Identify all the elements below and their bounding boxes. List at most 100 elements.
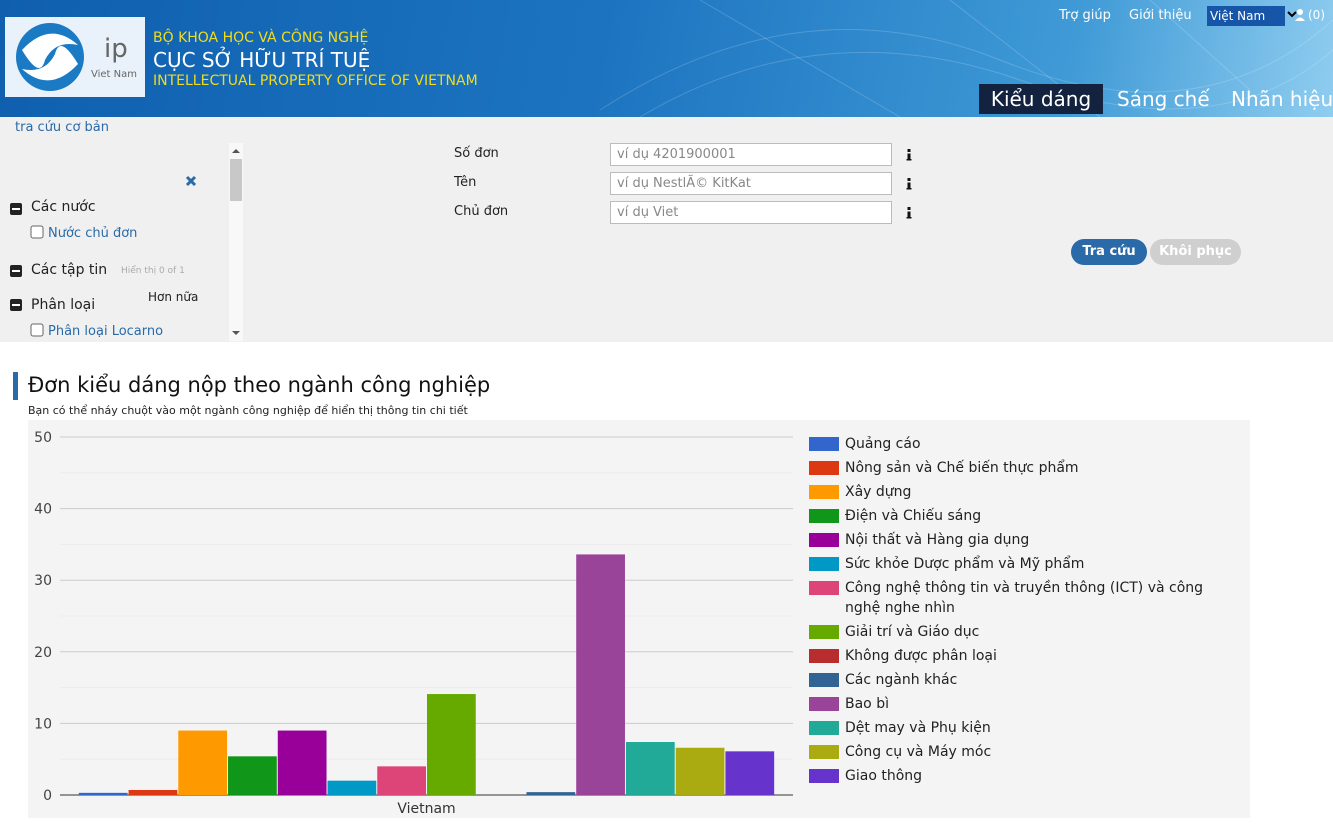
bar (327, 780, 377, 795)
legend-item[interactable]: Xây dựng (809, 482, 1239, 502)
legend-swatch (809, 721, 839, 735)
legend-label: Giải trí và Giáo dục (845, 624, 980, 640)
legend-swatch (809, 625, 839, 639)
legend-label: Các ngành khác (845, 672, 958, 688)
legend-label: Công cụ và Máy móc (845, 744, 992, 760)
logo-text: ip (104, 34, 128, 64)
y-tick-label: 0 (43, 788, 52, 804)
legend-swatch (809, 697, 839, 711)
y-tick-label: 20 (34, 645, 52, 661)
legend-item[interactable]: Không được phân loại (809, 646, 1239, 666)
legend-item[interactable]: Giao thông (809, 766, 1239, 786)
sidebar-icons (10, 143, 243, 341)
bar (377, 766, 426, 795)
legend-item[interactable]: Nội thất và Hàng gia dụng (809, 530, 1239, 550)
legend-label: Giao thông (845, 768, 923, 784)
legend-swatch (809, 461, 839, 475)
field-label: Số đơn (454, 146, 499, 161)
info-icon (906, 207, 912, 219)
search-button[interactable]: Tra cứu (1071, 239, 1147, 265)
y-tick-label: 40 (34, 502, 52, 518)
legend-label: Công nghệ thông tin và truyền thông (ICT… (845, 580, 1204, 616)
ministry: BỘ KHOA HỌC VÀ CÔNG NGHỆ (153, 30, 369, 46)
field-label: Chủ đơn (454, 204, 509, 219)
legend-label: Bao bì (845, 696, 889, 712)
cart[interactable]: (0) (1308, 8, 1325, 22)
bar (725, 751, 775, 795)
legend-swatch (809, 581, 839, 595)
legend-swatch (809, 485, 839, 499)
legend-swatch (809, 769, 839, 783)
legend-swatch (809, 437, 839, 451)
legend-item[interactable]: Nông sản và Chế biến thực phẩm (809, 458, 1239, 478)
legend-swatch (809, 745, 839, 759)
nav-link[interactable]: Giới thiệu (1129, 8, 1192, 23)
text-input[interactable]: ví dụ Viet (610, 201, 892, 224)
y-tick-label: 30 (34, 573, 52, 589)
field-label: Tên (454, 175, 477, 190)
bar (128, 789, 178, 795)
office-en: INTELLECTUAL PROPERTY OFFICE OF VIETNAM (153, 73, 478, 89)
legend-label: Nội thất và Hàng gia dụng (845, 532, 1030, 548)
info-icon (906, 178, 912, 190)
legend-label: Không được phân loại (845, 648, 997, 664)
tab[interactable]: Nhãn hiệu (1231, 87, 1333, 111)
text-input[interactable]: ví dụ NestlÃ© KitKat (610, 172, 892, 195)
breadcrumb[interactable]: tra cứu cơ bản (15, 120, 109, 135)
legend-item[interactable]: Các ngành khác (809, 670, 1239, 690)
bar (78, 792, 128, 795)
chart-subtitle: Bạn có thể nháy chuột vào một ngành công… (28, 404, 468, 417)
more-link[interactable]: Hơn nữa (148, 290, 199, 304)
legend-swatch (809, 509, 839, 523)
filter-option[interactable]: Nước chủ đơn (48, 226, 138, 241)
title-accent (13, 372, 18, 400)
tab-active[interactable]: Kiểu dáng (979, 84, 1103, 114)
nav-link[interactable]: Trợ giúp (1059, 8, 1111, 23)
filter-title[interactable]: Phân loại (31, 297, 96, 313)
header: ip Viet Nam BỘ KHOA HỌC VÀ CÔNG NGHỆ CỤC… (0, 0, 1333, 117)
legend-swatch (809, 557, 839, 571)
language-select[interactable]: Việt Nam (1207, 6, 1285, 26)
legend-label: Quảng cáo (845, 436, 921, 452)
x-tick-label: Vietnam (397, 801, 455, 817)
legend-swatch (809, 533, 839, 547)
legend-item[interactable]: Giải trí và Giáo dục (809, 622, 1239, 642)
legend-item[interactable]: Dệt may và Phụ kiện (809, 718, 1239, 738)
legend-swatch (809, 673, 839, 687)
tab[interactable]: Sáng chế (1117, 87, 1210, 111)
filter-title[interactable]: Các nước (31, 199, 96, 215)
legend-item[interactable]: Công nghệ thông tin và truyền thông (ICT… (809, 578, 1239, 618)
legend-item[interactable]: Sức khỏe Dược phẩm và Mỹ phẩm (809, 554, 1239, 574)
chart-title: Đơn kiểu dáng nộp theo ngành công nghiệp (28, 373, 491, 397)
bar (576, 554, 625, 795)
legend-label: Sức khỏe Dược phẩm và Mỹ phẩm (845, 556, 1085, 572)
legend-item[interactable]: Bao bì (809, 694, 1239, 714)
y-tick-label: 10 (34, 716, 52, 732)
y-tick-label: 50 (34, 430, 52, 446)
bar (277, 730, 327, 795)
filter-title[interactable]: Các tập tin (31, 262, 108, 278)
header-decoration (5, 0, 1333, 117)
legend-swatch (809, 649, 839, 663)
bar (228, 756, 277, 795)
office: CỤC SỞ HỮU TRÍ TUỆ (153, 48, 371, 72)
reset-button[interactable]: Khôi phục (1150, 239, 1241, 265)
bar (675, 747, 725, 795)
legend-label: Dệt may và Phụ kiện (845, 720, 991, 736)
legend-label: Nông sản và Chế biến thực phẩm (845, 460, 1079, 476)
bar (625, 742, 675, 795)
legend-item[interactable]: Công cụ và Máy móc (809, 742, 1239, 762)
legend: Quảng cáo Nông sản và Chế biến thực phẩm X… (809, 434, 1239, 790)
legend-label: Xây dựng (845, 484, 912, 500)
legend-item[interactable]: Điện và Chiếu sáng (809, 506, 1239, 526)
bar (427, 694, 476, 795)
legend-item[interactable]: Quảng cáo (809, 434, 1239, 454)
text-input[interactable]: ví dụ 4201900001 (610, 143, 892, 166)
bar (178, 730, 228, 795)
filter-note: Hiển thị 0 of 1 (121, 266, 185, 276)
info-icon (906, 149, 912, 161)
logo-country: Viet Nam (91, 69, 138, 80)
filter-option[interactable]: Phân loại Locarno (48, 324, 164, 339)
